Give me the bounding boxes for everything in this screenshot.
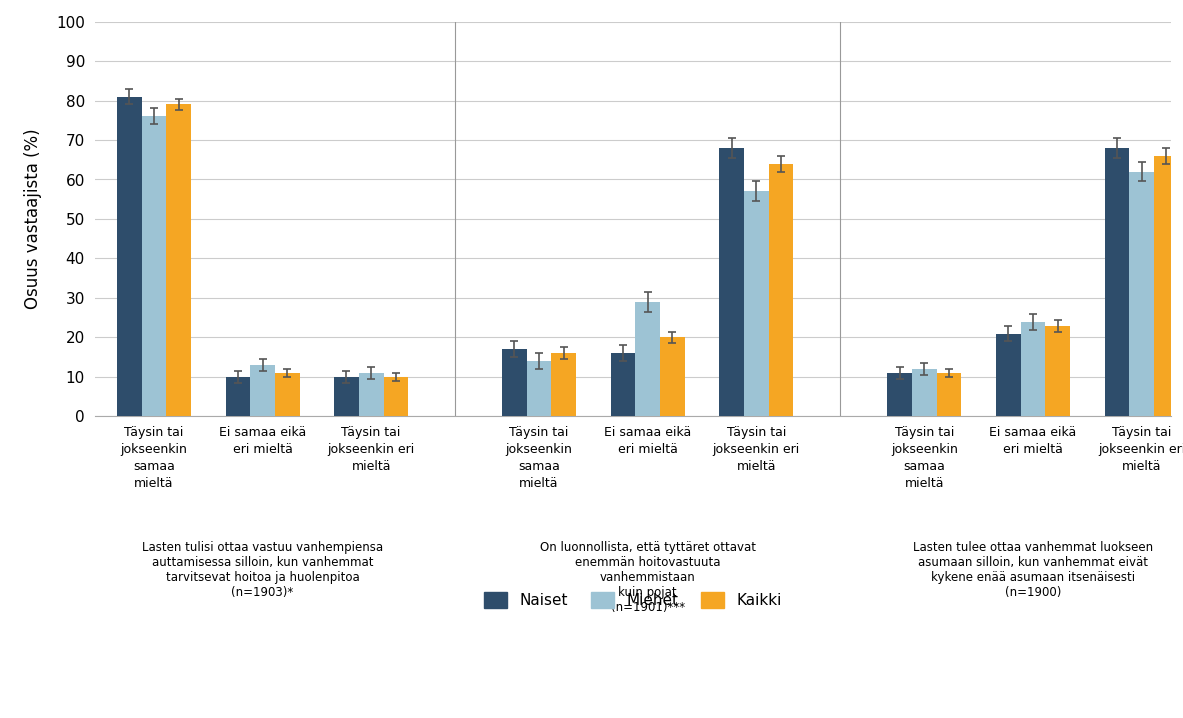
Bar — [142, 116, 167, 416]
Bar — [1021, 322, 1046, 416]
Bar — [719, 148, 744, 416]
Bar — [358, 373, 383, 416]
Text: Lasten tulee ottaa vanhemmat luokseen
asumaan silloin, kun vanhemmat eivät
kyken: Lasten tulee ottaa vanhemmat luokseen as… — [913, 541, 1153, 600]
Text: Lasten tulisi ottaa vastuu vanhempiensa
auttamisessa silloin, kun vanhemmat
tarv: Lasten tulisi ottaa vastuu vanhempiensa … — [142, 541, 383, 600]
Bar — [117, 96, 142, 416]
Bar — [887, 373, 912, 416]
Legend: Naiset, Miehet, Kaikki: Naiset, Miehet, Kaikki — [478, 586, 788, 614]
Bar — [167, 104, 190, 416]
Bar — [610, 353, 635, 416]
Bar — [769, 164, 794, 416]
Y-axis label: Osuus vastaajista (%): Osuus vastaajista (%) — [24, 129, 43, 309]
Bar — [1153, 156, 1178, 416]
Bar — [334, 377, 358, 416]
Text: On luonnollista, että tyttäret ottavat
enemmän hoitovastuuta
vanhemmistaan
kuin : On luonnollista, että tyttäret ottavat e… — [539, 541, 756, 615]
Bar — [551, 353, 576, 416]
Bar — [274, 373, 299, 416]
Bar — [1130, 172, 1153, 416]
Bar — [996, 333, 1021, 416]
Bar — [912, 369, 937, 416]
Bar — [226, 377, 250, 416]
Bar — [383, 377, 408, 416]
Bar — [1105, 148, 1130, 416]
Bar — [526, 361, 551, 416]
Bar — [744, 191, 769, 416]
Bar — [660, 337, 685, 416]
Bar — [937, 373, 962, 416]
Bar — [502, 350, 526, 416]
Bar — [1046, 326, 1069, 416]
Bar — [635, 302, 660, 416]
Bar — [250, 365, 274, 416]
